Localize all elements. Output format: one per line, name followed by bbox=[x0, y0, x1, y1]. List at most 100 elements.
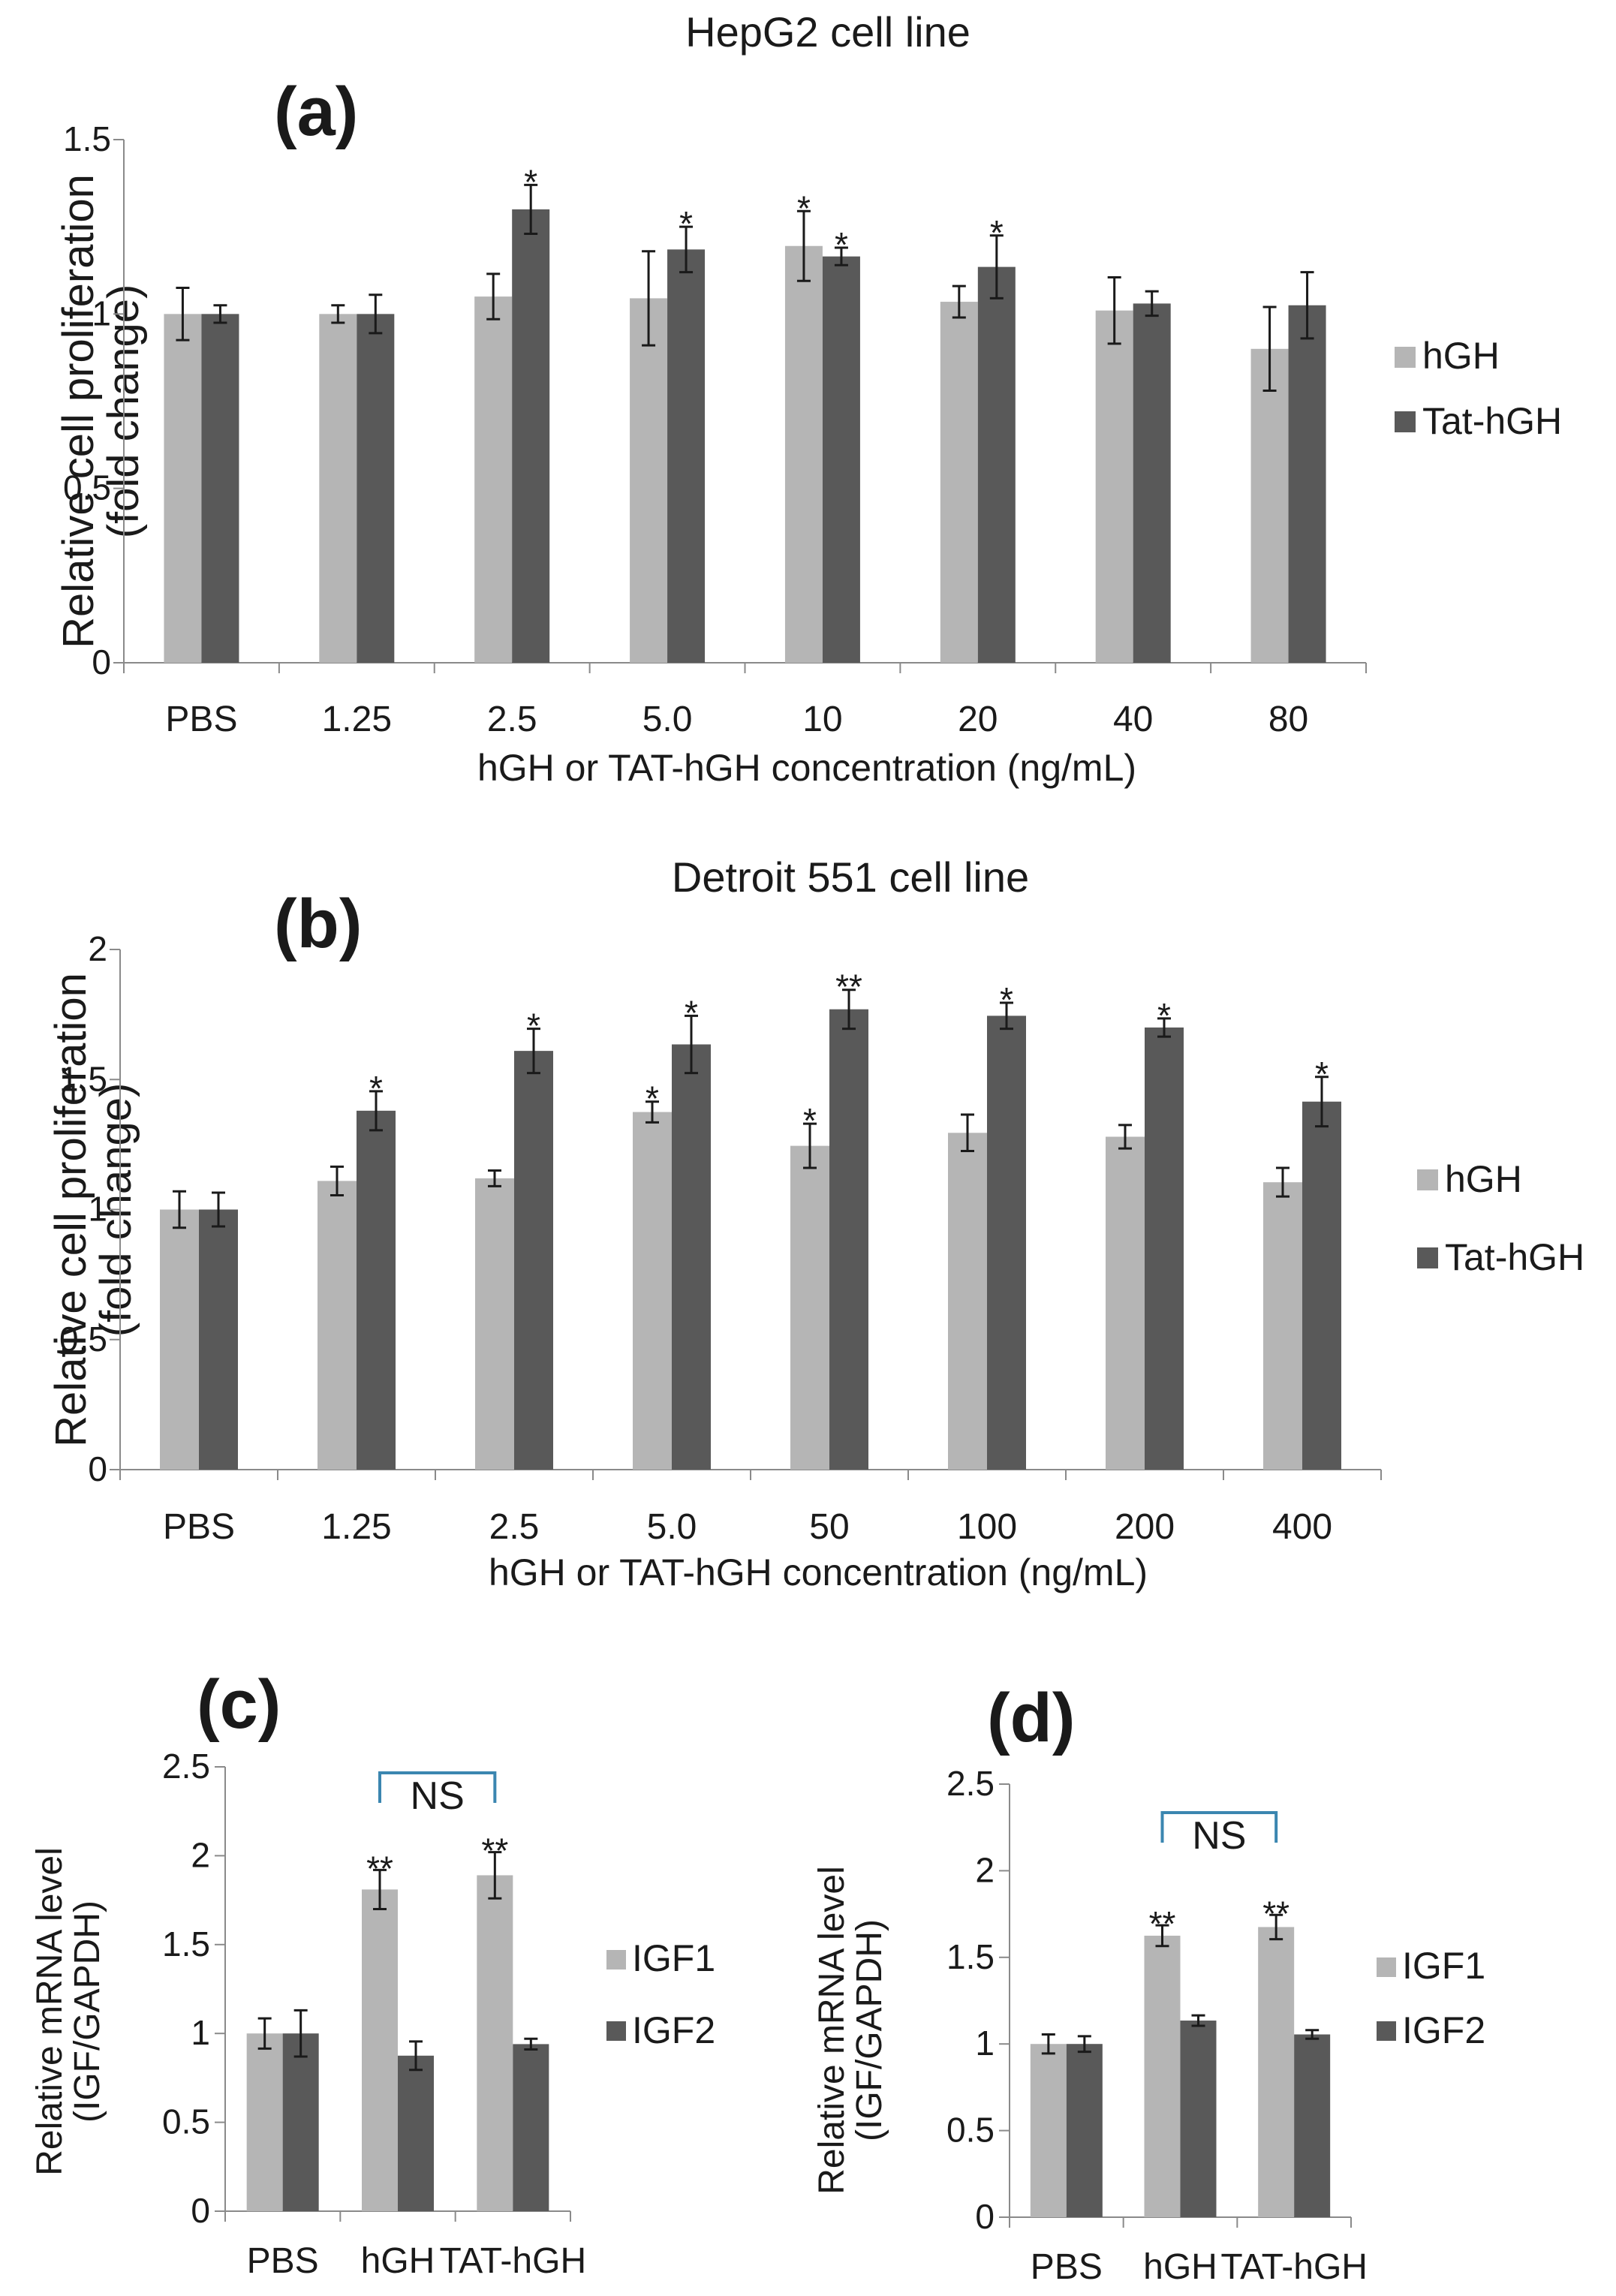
ns-label: NS bbox=[411, 1774, 465, 1818]
bar bbox=[1294, 2034, 1331, 2217]
plot-area: 0 0.5 1 1.5 2 2.5 PBS hGH TAT-hGH ** ** NS bbox=[946, 1764, 1368, 2287]
category-label: 2.5 bbox=[489, 1507, 540, 1547]
legend-swatch-igf2 bbox=[1377, 2021, 1396, 2041]
bar bbox=[398, 2055, 434, 2211]
bar bbox=[790, 1145, 829, 1470]
significance-mark: * bbox=[524, 162, 537, 201]
y-tick-label: 1.5 bbox=[946, 1937, 995, 1976]
category-label: hGH bbox=[1143, 2247, 1217, 2287]
legend-swatch-igf1 bbox=[1377, 1957, 1396, 1977]
significance-mark: * bbox=[527, 1007, 540, 1046]
bar bbox=[1144, 1935, 1181, 2217]
panel-label: (c) bbox=[197, 1666, 281, 1743]
category-label: 80 bbox=[1268, 700, 1308, 739]
bar bbox=[357, 1110, 396, 1470]
bar bbox=[630, 298, 668, 663]
y-tick-label: 2.5 bbox=[162, 1747, 210, 1786]
bar bbox=[362, 1889, 398, 2211]
panel-b: Detroit 551 cell line (b) Relative cell … bbox=[47, 853, 1584, 1593]
legend-label-tat-hgh: Tat-hGH bbox=[1445, 1236, 1584, 1278]
legend-swatch-hgh bbox=[1395, 347, 1416, 368]
y-tick-label: 2 bbox=[975, 1850, 995, 1889]
legend-swatch-igf2 bbox=[606, 2021, 626, 2041]
significance-mark: ** bbox=[481, 1831, 508, 1870]
panel-c: (c) Relative mRNA level (IGF/GAPDH) 0 0.5… bbox=[30, 1666, 715, 2281]
y-tick-label: 0.5 bbox=[946, 2111, 995, 2150]
bar bbox=[940, 302, 978, 663]
bar bbox=[1145, 1027, 1184, 1470]
significance-mark: ** bbox=[366, 1849, 393, 1888]
bar bbox=[201, 314, 239, 663]
bar bbox=[319, 314, 357, 663]
category-label: 200 bbox=[1115, 1507, 1175, 1547]
bar bbox=[977, 266, 1016, 663]
y-tick-label: 0 bbox=[191, 2191, 210, 2230]
ns-label: NS bbox=[1192, 1814, 1246, 1858]
significance-mark: ** bbox=[1262, 1894, 1289, 1933]
legend-label-hgh: hGH bbox=[1422, 335, 1500, 377]
bar bbox=[246, 2033, 283, 2211]
category-label: 2.5 bbox=[487, 700, 537, 739]
bar bbox=[667, 249, 706, 663]
ns-bracket bbox=[378, 1771, 497, 1803]
y-tick-label: 1 bbox=[92, 293, 111, 333]
legend-swatch-tat-hgh bbox=[1417, 1247, 1438, 1268]
legend: IGF1 IGF2 bbox=[1377, 1945, 1485, 2051]
chart-title: HepG2 cell line bbox=[685, 8, 971, 56]
category-label: 1.25 bbox=[321, 1507, 391, 1547]
panel-label: (d) bbox=[987, 1680, 1075, 1756]
category-label: 100 bbox=[957, 1507, 1017, 1547]
plot-area: 0 0.5 1 1.5 2 2.5 PBS hGH TAT-hGH ** ** NS bbox=[162, 1747, 586, 2281]
bar bbox=[1106, 1136, 1145, 1470]
y-tick-label: 2 bbox=[191, 1835, 210, 1874]
bar bbox=[1258, 1927, 1295, 2217]
bar bbox=[160, 1209, 199, 1470]
bar bbox=[1066, 2044, 1103, 2217]
bar bbox=[1263, 1182, 1302, 1470]
category-label: PBS bbox=[165, 700, 237, 739]
legend-label-tat-hgh: Tat-hGH bbox=[1422, 400, 1562, 442]
significance-mark: * bbox=[1315, 1055, 1329, 1094]
bar bbox=[475, 1178, 514, 1470]
significance-mark: * bbox=[797, 188, 811, 227]
x-axis-label: hGH or TAT-hGH concentration (ng/mL) bbox=[489, 1551, 1148, 1593]
panel-d: (d) Relative mRNA level (IGF/GAPDH) 0 0.5… bbox=[812, 1680, 1485, 2287]
bar bbox=[474, 296, 513, 663]
y-tick-label: 1 bbox=[191, 2013, 210, 2052]
bar bbox=[357, 314, 395, 663]
y-axis-label-line2: (IGF/GAPDH) bbox=[68, 1900, 107, 2123]
bar bbox=[199, 1209, 238, 1470]
legend-label-igf2: IGF2 bbox=[1402, 2009, 1485, 2051]
panel-label: (b) bbox=[274, 886, 362, 962]
significance-mark: * bbox=[685, 993, 698, 1032]
legend-swatch-igf1 bbox=[606, 1950, 626, 1970]
legend-swatch-tat-hgh bbox=[1395, 411, 1416, 432]
plot-area: 0 0.5 1 1.5 PBS 1.25 2.5 5.0 10 20 40 80 * * * * * bbox=[63, 119, 1367, 739]
y-tick-label: 0 bbox=[92, 642, 111, 682]
category-label: 5.0 bbox=[642, 700, 693, 739]
bar bbox=[513, 2044, 549, 2211]
category-label: hGH bbox=[361, 2241, 435, 2281]
bar bbox=[514, 1051, 553, 1470]
category-label: PBS bbox=[247, 2241, 319, 2281]
bar bbox=[1302, 1101, 1341, 1470]
bar bbox=[987, 1016, 1026, 1470]
bar bbox=[948, 1133, 987, 1470]
y-tick-label: 1.5 bbox=[63, 119, 111, 158]
bar bbox=[1180, 2021, 1217, 2217]
legend-label-hgh: hGH bbox=[1445, 1158, 1522, 1200]
legend: IGF1 IGF2 bbox=[606, 1937, 715, 2051]
significance-mark: ** bbox=[835, 967, 862, 1007]
bar bbox=[282, 2033, 319, 2211]
bar bbox=[477, 1875, 513, 2211]
bar bbox=[512, 209, 550, 663]
category-label: 50 bbox=[809, 1507, 849, 1547]
significance-mark: * bbox=[679, 204, 693, 243]
category-label: 20 bbox=[958, 700, 998, 739]
y-tick-label: 1 bbox=[975, 2024, 995, 2063]
y-tick-label: 0.5 bbox=[59, 1320, 107, 1359]
y-tick-label: 0 bbox=[975, 2197, 995, 2236]
y-axis-label-line2: (IGF/GAPDH) bbox=[850, 1919, 889, 2141]
bar bbox=[1133, 303, 1171, 663]
bar bbox=[633, 1112, 672, 1470]
